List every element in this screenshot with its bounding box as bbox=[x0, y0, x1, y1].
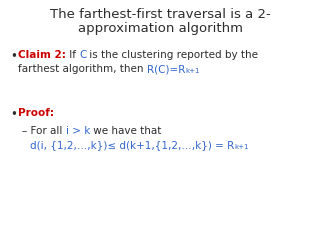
Text: we have that: we have that bbox=[90, 126, 161, 136]
Text: is the clustering reported by the: is the clustering reported by the bbox=[86, 50, 259, 60]
Text: d(i, {1,2,…,k})≤ d(k+1,{1,2,…,k}) = R: d(i, {1,2,…,k})≤ d(k+1,{1,2,…,k}) = R bbox=[30, 140, 234, 150]
Text: Claim 2:: Claim 2: bbox=[18, 50, 66, 60]
Text: C: C bbox=[79, 50, 86, 60]
Text: Proof:: Proof: bbox=[18, 108, 54, 118]
Text: k+1: k+1 bbox=[234, 144, 249, 150]
Text: approximation algorithm: approximation algorithm bbox=[77, 22, 243, 35]
Text: farthest algorithm, then: farthest algorithm, then bbox=[18, 64, 147, 74]
Text: – For all: – For all bbox=[22, 126, 66, 136]
Text: R(C)=R: R(C)=R bbox=[147, 64, 185, 74]
Text: k+1: k+1 bbox=[185, 68, 200, 74]
Text: •: • bbox=[10, 50, 17, 63]
Text: The farthest-first traversal is a 2-: The farthest-first traversal is a 2- bbox=[50, 8, 270, 21]
Text: •: • bbox=[10, 108, 17, 121]
Text: i > k: i > k bbox=[66, 126, 90, 136]
Text: If: If bbox=[66, 50, 79, 60]
